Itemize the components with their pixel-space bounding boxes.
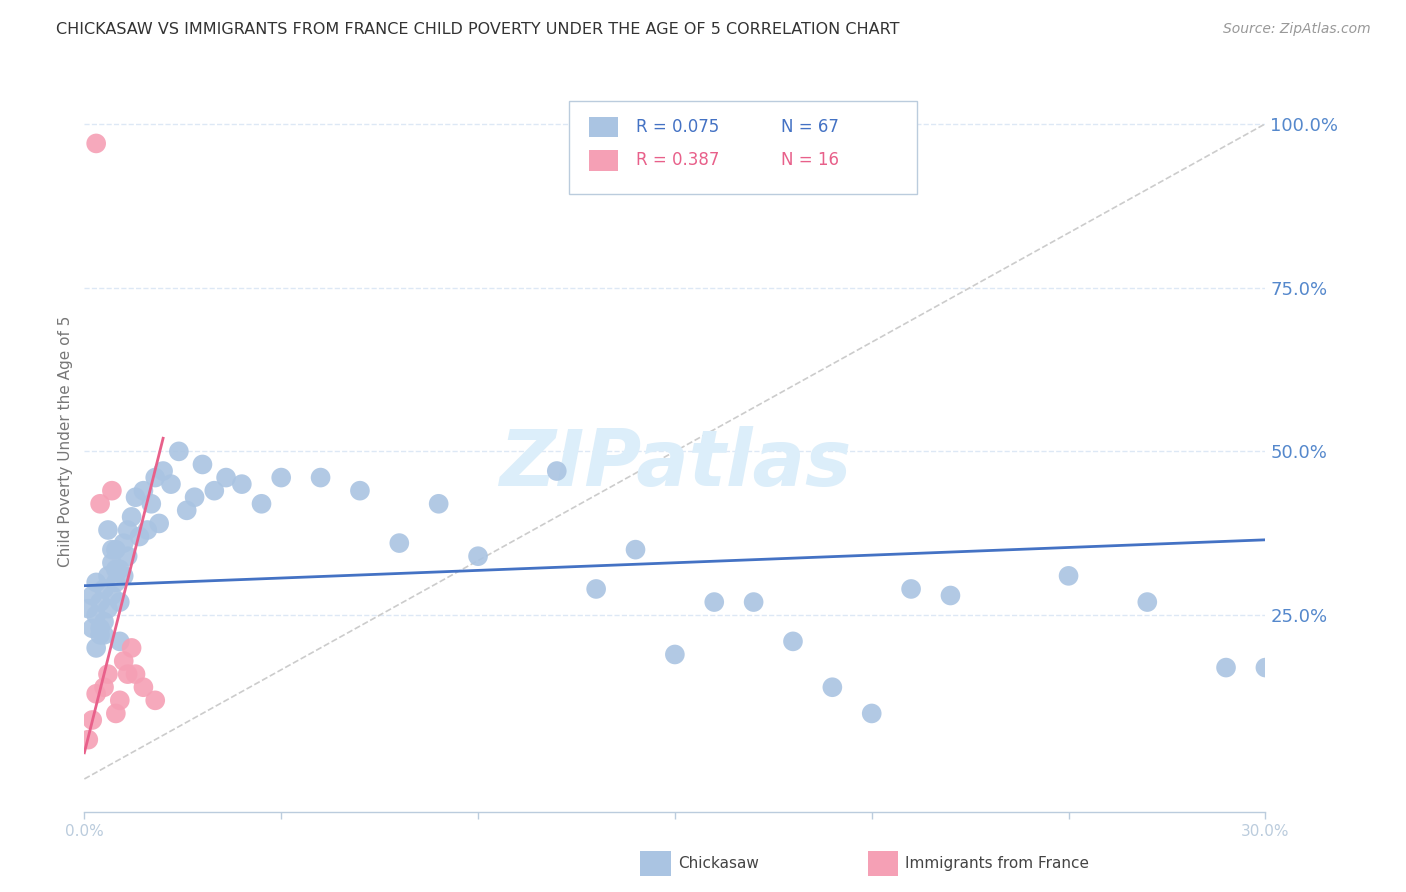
Point	[782, 634, 804, 648]
Point	[117, 667, 139, 681]
Point	[1136, 595, 1159, 609]
Point	[821, 680, 844, 694]
FancyBboxPatch shape	[589, 117, 619, 137]
Point	[101, 542, 124, 557]
Text: R = 0.075: R = 0.075	[636, 118, 718, 136]
Point	[136, 523, 159, 537]
Point	[160, 477, 183, 491]
Point	[101, 556, 124, 570]
Point	[112, 654, 135, 668]
Point	[108, 562, 131, 576]
Text: N = 16: N = 16	[782, 152, 839, 169]
Point	[1057, 569, 1080, 583]
Point	[97, 601, 120, 615]
Point	[89, 595, 111, 609]
Point	[84, 575, 107, 590]
Point	[132, 680, 155, 694]
Point	[82, 621, 104, 635]
Point	[900, 582, 922, 596]
Point	[101, 589, 124, 603]
Point	[1215, 660, 1237, 674]
FancyBboxPatch shape	[568, 101, 917, 194]
Text: N = 67: N = 67	[782, 118, 839, 136]
Point	[128, 530, 150, 544]
Point	[939, 589, 962, 603]
Point	[215, 470, 238, 484]
Point	[143, 693, 166, 707]
Point	[84, 640, 107, 655]
Point	[121, 509, 143, 524]
Point	[202, 483, 225, 498]
Point	[427, 497, 450, 511]
Point	[104, 542, 127, 557]
Text: R = 0.387: R = 0.387	[636, 152, 720, 169]
Point	[89, 621, 111, 635]
Point	[108, 595, 131, 609]
Point	[860, 706, 883, 721]
Point	[152, 464, 174, 478]
Point	[250, 497, 273, 511]
Point	[112, 536, 135, 550]
Point	[270, 470, 292, 484]
Point	[77, 732, 100, 747]
Point	[117, 549, 139, 564]
Text: Chickasaw: Chickasaw	[678, 856, 759, 871]
Point	[84, 608, 107, 623]
Point	[546, 464, 568, 478]
Text: Immigrants from France: Immigrants from France	[905, 856, 1090, 871]
Point	[132, 483, 155, 498]
Point	[101, 483, 124, 498]
Point	[93, 582, 115, 596]
Point	[167, 444, 190, 458]
Point	[742, 595, 765, 609]
Point	[93, 680, 115, 694]
Text: CHICKASAW VS IMMIGRANTS FROM FRANCE CHILD POVERTY UNDER THE AGE OF 5 CORRELATION: CHICKASAW VS IMMIGRANTS FROM FRANCE CHIL…	[56, 22, 900, 37]
Point	[176, 503, 198, 517]
Point	[84, 687, 107, 701]
Point	[231, 477, 253, 491]
Point	[112, 569, 135, 583]
Point	[703, 595, 725, 609]
Point	[77, 601, 100, 615]
Point	[89, 497, 111, 511]
Point	[191, 458, 214, 472]
Text: ZIPatlas: ZIPatlas	[499, 425, 851, 502]
Point	[108, 693, 131, 707]
Point	[97, 569, 120, 583]
Point	[93, 628, 115, 642]
Point	[143, 470, 166, 484]
Point	[309, 470, 332, 484]
Text: Source: ZipAtlas.com: Source: ZipAtlas.com	[1223, 22, 1371, 37]
Point	[141, 497, 163, 511]
Point	[1254, 660, 1277, 674]
Point	[82, 713, 104, 727]
Point	[124, 490, 146, 504]
Point	[97, 523, 120, 537]
Point	[467, 549, 489, 564]
Point	[104, 706, 127, 721]
Point	[349, 483, 371, 498]
Point	[117, 523, 139, 537]
Point	[82, 589, 104, 603]
Point	[664, 648, 686, 662]
Point	[89, 628, 111, 642]
Point	[624, 542, 647, 557]
Y-axis label: Child Poverty Under the Age of 5: Child Poverty Under the Age of 5	[58, 316, 73, 567]
FancyBboxPatch shape	[589, 150, 619, 170]
Point	[108, 634, 131, 648]
Point	[104, 562, 127, 576]
Point	[585, 582, 607, 596]
Point	[388, 536, 411, 550]
Point	[97, 667, 120, 681]
Point	[93, 615, 115, 629]
Point	[148, 516, 170, 531]
Point	[121, 640, 143, 655]
Point	[104, 575, 127, 590]
Point	[84, 136, 107, 151]
Point	[183, 490, 205, 504]
Point	[124, 667, 146, 681]
